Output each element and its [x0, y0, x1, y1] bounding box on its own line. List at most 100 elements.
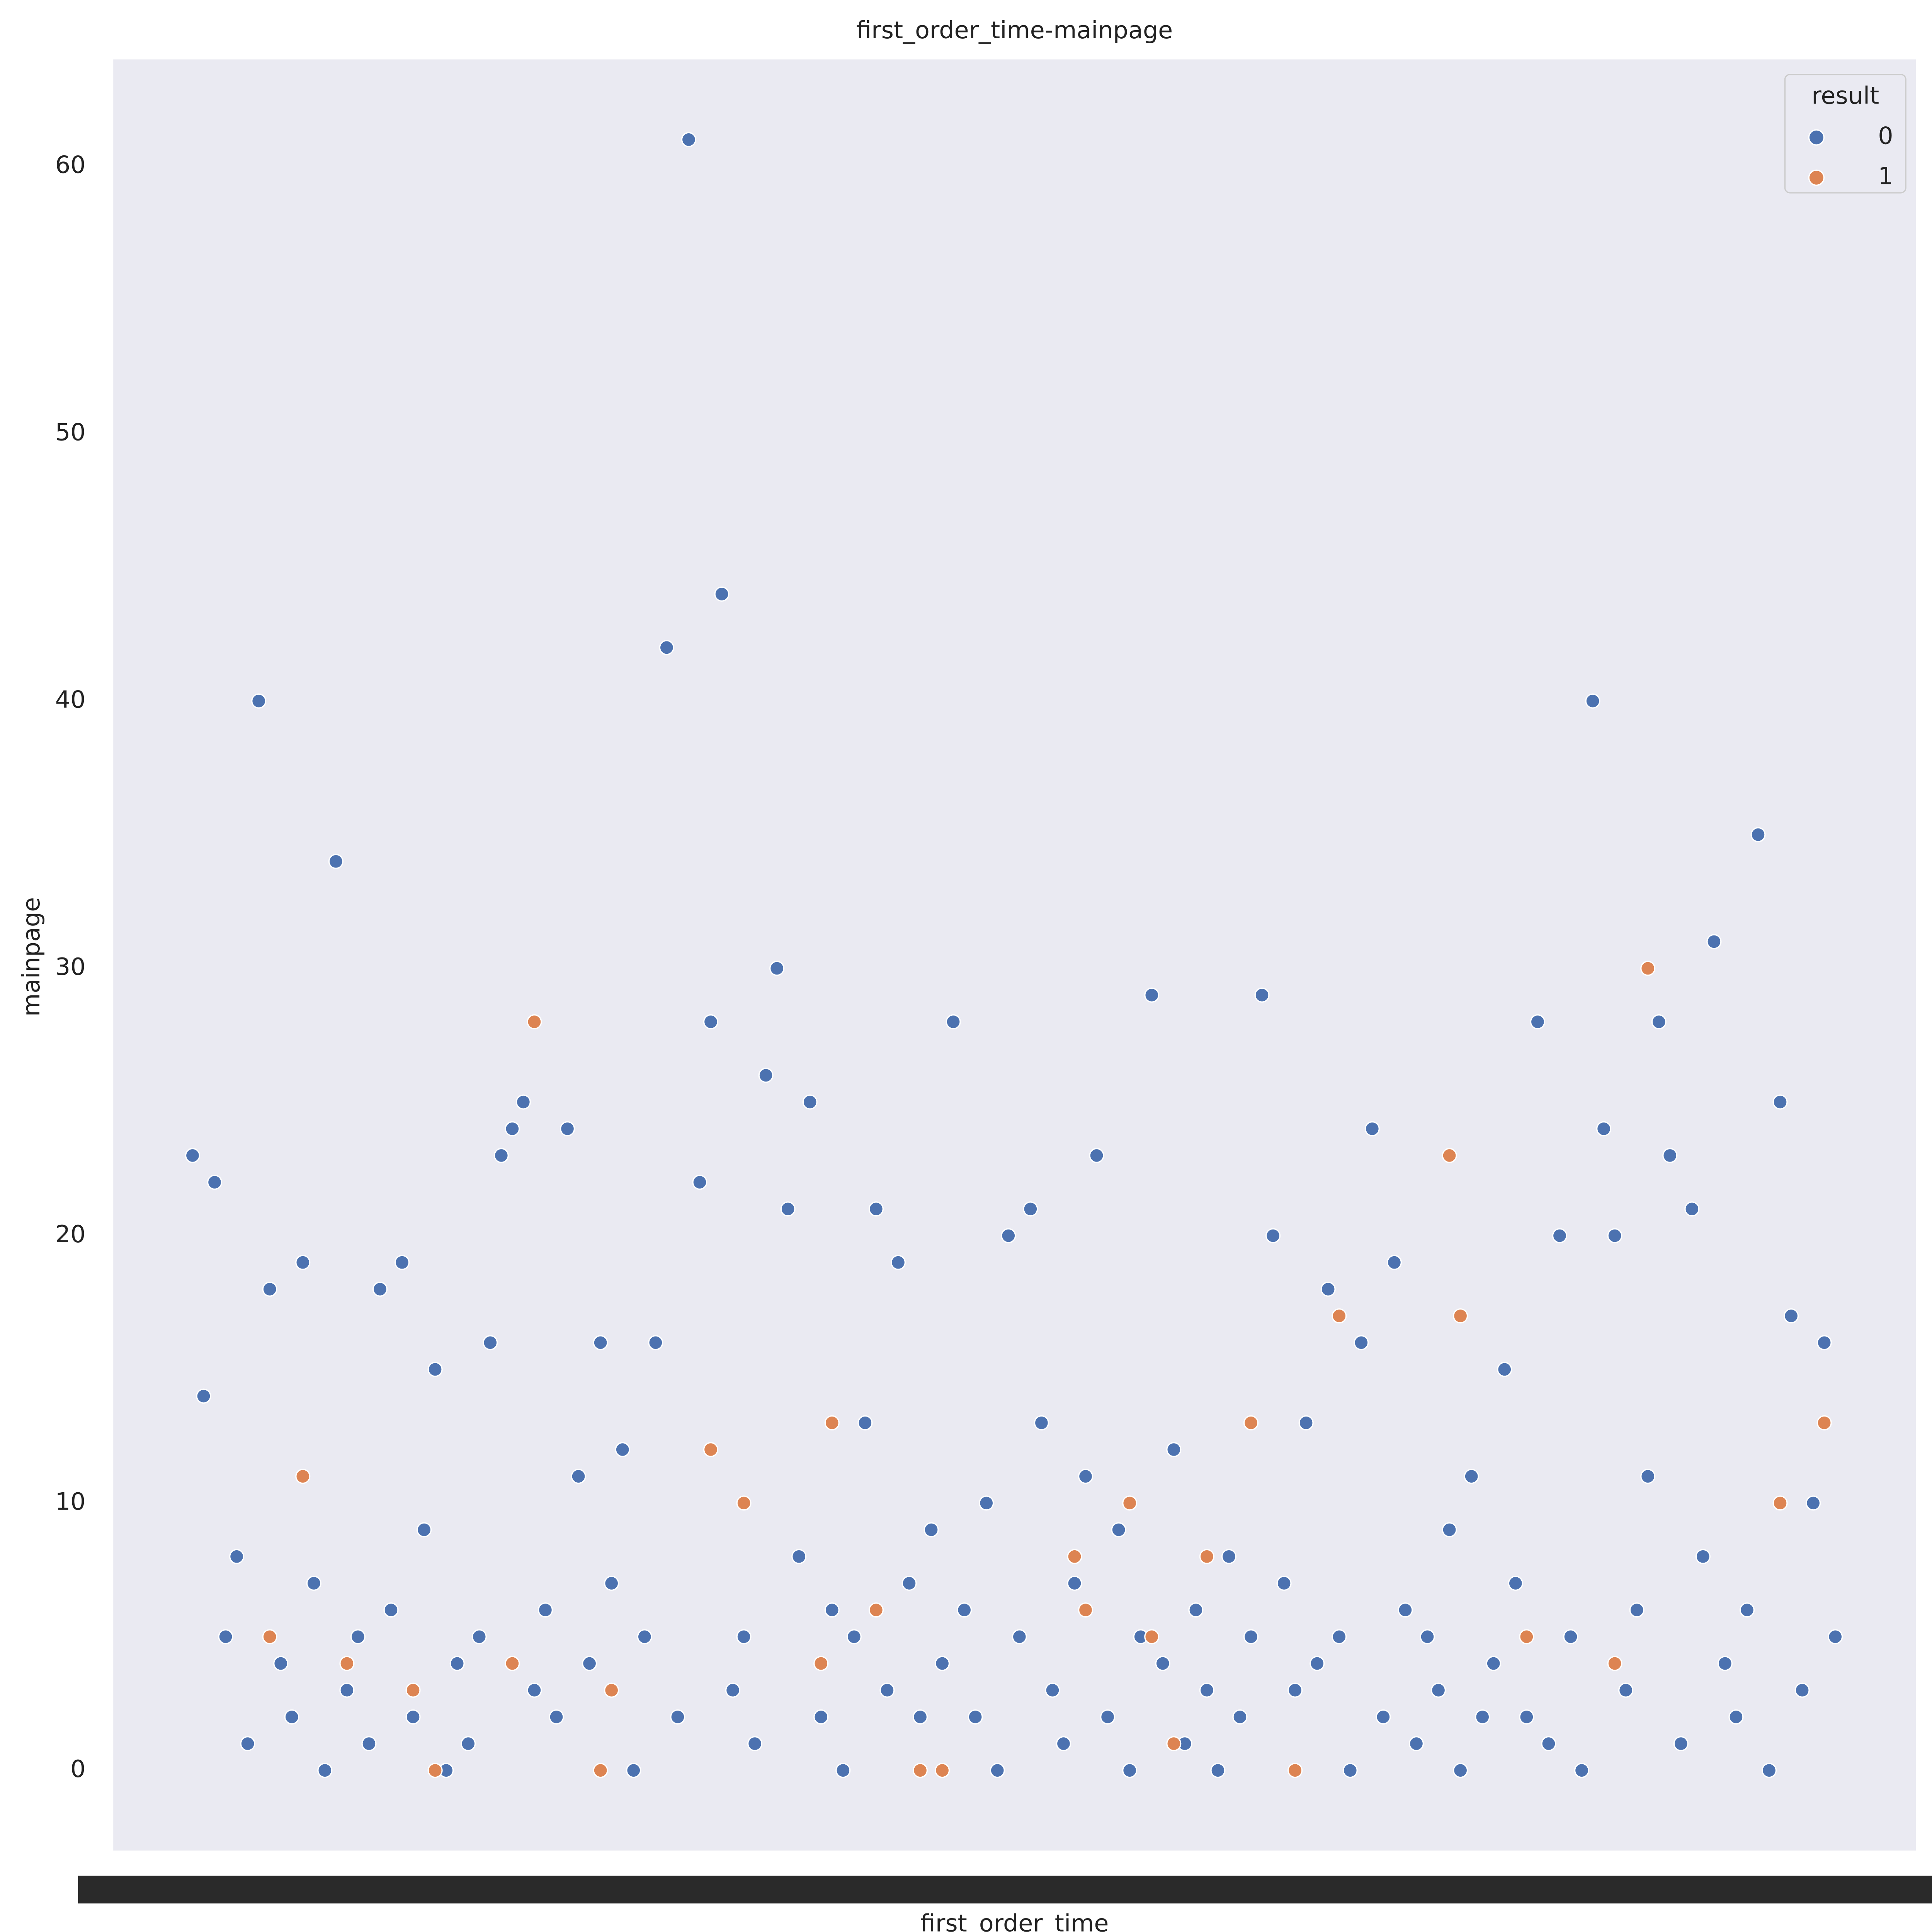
point — [1442, 1522, 1457, 1537]
point — [1640, 961, 1656, 976]
point — [1056, 1736, 1071, 1752]
point — [1001, 1228, 1016, 1243]
point — [1497, 1362, 1512, 1377]
point — [1596, 1121, 1612, 1136]
point — [1563, 1629, 1578, 1645]
point — [1067, 1549, 1082, 1564]
point — [758, 1068, 774, 1083]
point — [1111, 1522, 1126, 1537]
point — [1816, 1415, 1832, 1430]
point — [1298, 1415, 1314, 1430]
point — [1155, 1656, 1170, 1671]
point — [1607, 1656, 1622, 1671]
point — [1265, 1228, 1281, 1243]
point — [571, 1469, 586, 1484]
point — [703, 1014, 718, 1030]
point — [1078, 1602, 1094, 1618]
point — [615, 1442, 630, 1458]
point — [1243, 1629, 1259, 1645]
point — [1761, 1763, 1777, 1778]
point — [218, 1629, 233, 1645]
point — [857, 1415, 873, 1430]
point — [582, 1656, 597, 1671]
point — [1354, 1335, 1369, 1350]
marks — [185, 132, 1843, 1778]
point — [1750, 827, 1766, 842]
point — [1806, 1495, 1821, 1511]
point — [207, 1175, 223, 1190]
point — [824, 1602, 840, 1618]
point — [262, 1629, 277, 1645]
point — [240, 1736, 255, 1752]
point — [1420, 1629, 1435, 1645]
y-axis-label: mainpage — [17, 897, 45, 1017]
point — [1254, 987, 1270, 1003]
point — [328, 854, 344, 869]
point — [1045, 1682, 1060, 1698]
x-axis-label: first_order_time — [920, 1910, 1109, 1932]
point — [493, 1148, 509, 1163]
point — [990, 1763, 1005, 1778]
point — [427, 1362, 443, 1377]
point — [306, 1575, 321, 1591]
point — [1541, 1736, 1556, 1752]
point — [1364, 1121, 1380, 1136]
legend-box — [1784, 74, 1906, 194]
point — [339, 1656, 355, 1671]
point — [1486, 1656, 1501, 1671]
point — [394, 1255, 410, 1270]
point — [1078, 1469, 1094, 1484]
point — [1342, 1763, 1358, 1778]
point — [417, 1522, 432, 1537]
point — [593, 1763, 608, 1778]
point — [339, 1682, 355, 1698]
point — [1188, 1602, 1204, 1618]
point — [1772, 1094, 1788, 1110]
point — [913, 1763, 928, 1778]
point — [935, 1763, 950, 1778]
point — [1332, 1629, 1347, 1645]
point — [461, 1736, 476, 1752]
point — [1376, 1709, 1391, 1725]
point — [1739, 1602, 1755, 1618]
legend: result 0 1 — [1784, 74, 1906, 194]
y-tick-label: 30 — [55, 953, 86, 981]
point — [593, 1335, 608, 1350]
point — [427, 1763, 443, 1778]
point — [923, 1522, 939, 1537]
point — [1574, 1763, 1590, 1778]
point — [1034, 1415, 1049, 1430]
point — [813, 1709, 829, 1725]
point — [405, 1709, 421, 1725]
point — [505, 1121, 520, 1136]
point — [1585, 693, 1600, 709]
point — [868, 1602, 884, 1618]
point — [262, 1281, 277, 1297]
legend-label: 0 — [1878, 122, 1893, 150]
legend-marker — [1808, 129, 1825, 146]
point — [1772, 1495, 1788, 1511]
point — [1144, 1629, 1160, 1645]
y-tick-label: 40 — [55, 685, 86, 713]
point — [1519, 1629, 1534, 1645]
point — [350, 1629, 366, 1645]
point — [968, 1709, 983, 1725]
point — [1706, 934, 1722, 949]
point — [1166, 1442, 1182, 1458]
legend-label: 1 — [1878, 162, 1893, 190]
point — [1067, 1575, 1082, 1591]
point — [846, 1629, 862, 1645]
point — [1684, 1201, 1700, 1217]
point — [813, 1656, 829, 1671]
point — [549, 1709, 564, 1725]
point — [879, 1682, 895, 1698]
point — [1287, 1763, 1303, 1778]
y-tick-label: 10 — [55, 1488, 86, 1515]
point — [835, 1763, 851, 1778]
point — [383, 1602, 399, 1618]
y-tick-label: 0 — [70, 1755, 85, 1783]
point — [1310, 1656, 1325, 1671]
point — [471, 1629, 487, 1645]
point — [1398, 1602, 1413, 1618]
point — [824, 1415, 840, 1430]
